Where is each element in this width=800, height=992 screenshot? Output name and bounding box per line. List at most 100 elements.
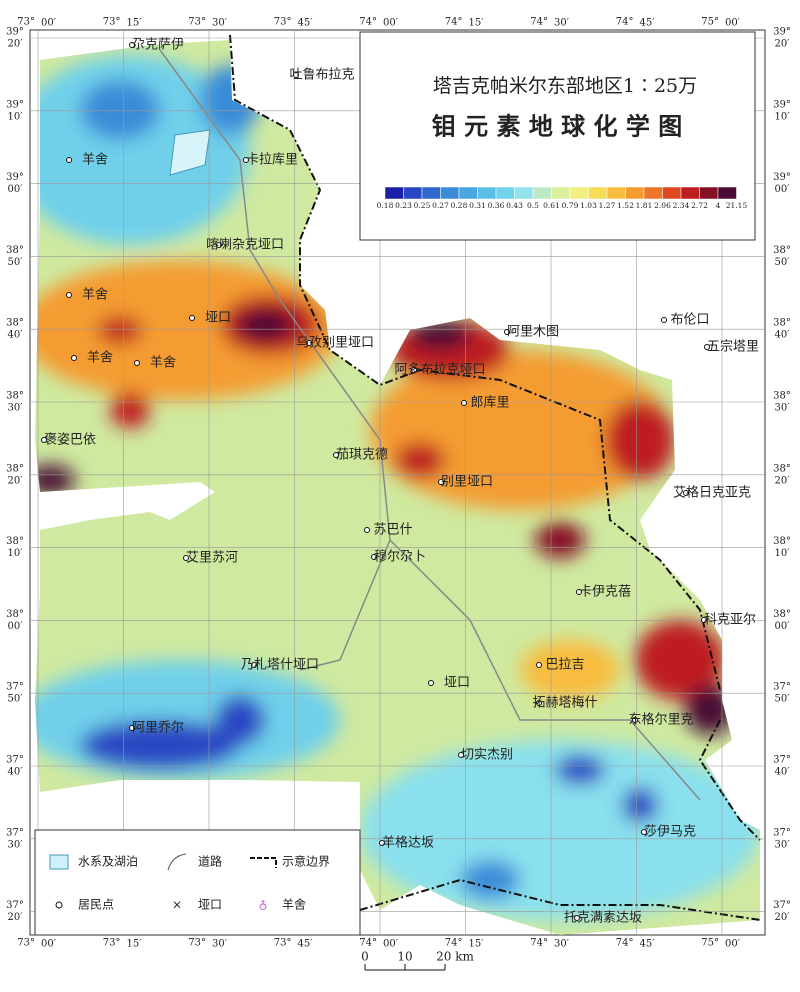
lon-label: 73° <box>188 17 206 28</box>
border <box>359 878 761 921</box>
lat-label: 20′ <box>8 912 24 923</box>
lon-label: 30′ <box>554 18 570 29</box>
scale-label: 1.52 <box>617 201 634 210</box>
lat-label: 38° <box>773 536 791 547</box>
place-name: 羊舍 <box>87 350 113 366</box>
lon-label: 30′ <box>212 18 228 29</box>
scale-label: 0.43 <box>506 201 523 210</box>
place-name: 羊舍 <box>82 152 108 168</box>
road <box>159 49 701 801</box>
scale-label: 0.27 <box>432 201 449 210</box>
lat-label: 10′ <box>775 111 791 122</box>
place-name: 拓赫塔梅什 <box>532 696 597 711</box>
settlement <box>243 157 249 163</box>
lon-label: 00′ <box>725 939 741 950</box>
settlement <box>574 915 580 921</box>
lat-label: 39° <box>773 27 791 38</box>
settlement <box>364 527 370 533</box>
settlement <box>504 329 510 335</box>
place-name: 阿里乔尔 <box>132 721 184 736</box>
lat-label: 38° <box>6 318 24 329</box>
place-name: 艾格日克亚克 <box>673 485 751 501</box>
lat-label: 00′ <box>8 184 24 195</box>
lat-label: 00′ <box>775 184 791 195</box>
settlement <box>129 725 135 731</box>
lat-label: 37° <box>773 682 791 693</box>
lat-label: 38° <box>773 463 791 474</box>
scale-label: 1.81 <box>636 201 653 210</box>
lat-label: 38° <box>6 391 24 402</box>
scale-label: 0.23 <box>395 201 412 210</box>
scale-swatch <box>680 186 700 200</box>
lat-label: 39° <box>6 27 24 38</box>
lon-label: 73° <box>103 17 121 28</box>
settlement <box>379 840 385 846</box>
scale-bar-label: 10 <box>397 950 412 964</box>
scale-swatch <box>403 186 423 200</box>
lat-label: 50′ <box>775 257 791 268</box>
scale-swatch <box>606 186 626 200</box>
settlement <box>461 400 467 406</box>
place-name: 科克亚尔 <box>704 613 756 628</box>
lat-label: 37° <box>6 827 24 838</box>
settlement <box>411 367 417 373</box>
scale-swatch <box>569 186 589 200</box>
title-box <box>359 31 756 241</box>
legend-icon <box>167 853 187 871</box>
scale-swatch <box>625 186 645 200</box>
scale-bar-label: 20 km <box>436 950 474 964</box>
scale-label: 21.15 <box>726 201 748 210</box>
legend-icon: × <box>172 898 182 912</box>
lat-label: 38° <box>6 536 24 547</box>
lon-label: 74° <box>445 17 463 28</box>
lon-label: 73° <box>274 938 292 949</box>
lon-label: 74° <box>530 938 548 949</box>
lon-label: 45′ <box>640 18 656 29</box>
lon-label: 45′ <box>640 939 656 950</box>
title: 钼 元 素 地 球 化 学 图 <box>432 112 683 141</box>
lon-label: 74° <box>616 17 634 28</box>
settlement <box>438 479 444 485</box>
lon-label: 73° <box>103 938 121 949</box>
scale-swatch <box>514 186 534 200</box>
lake <box>169 129 211 176</box>
settlement <box>576 589 582 595</box>
lat-label: 30′ <box>8 839 24 850</box>
scale-label: 0.18 <box>377 201 394 210</box>
lon-label: 15′ <box>127 18 143 29</box>
lat-label: 30′ <box>775 403 791 414</box>
settlement <box>536 700 542 706</box>
place-name: 巴拉吉 <box>545 658 584 673</box>
place-name: 羊舍 <box>82 287 108 303</box>
lat-label: 37° <box>773 827 791 838</box>
lat-label: 39° <box>773 99 791 110</box>
lon-label: 74° <box>359 938 377 949</box>
lon-label: 00′ <box>725 18 741 29</box>
scale-label: 0.31 <box>469 201 486 210</box>
place-name: 阿多布拉克垭口 <box>394 362 485 378</box>
place-name: 布伦口 <box>670 313 709 328</box>
scale-swatch <box>643 186 663 200</box>
lat-label: 40′ <box>775 330 791 341</box>
lat-label: 38° <box>773 245 791 256</box>
lat-label: 39° <box>6 172 24 183</box>
place-name: 穆尔尕卜 <box>374 550 426 565</box>
scale-label: 2.06 <box>654 201 671 210</box>
lat-label: 10′ <box>8 111 24 122</box>
place-name: 茄琪克德 <box>336 448 388 463</box>
legend-label: 羊舍 <box>282 897 306 912</box>
lon-label: 00′ <box>383 939 399 950</box>
scale-label: 2.72 <box>691 201 708 210</box>
lon-label: 45′ <box>298 18 314 29</box>
place-name: 喀喇杂克垭口 <box>206 237 284 253</box>
legend-icon <box>55 901 63 909</box>
place-name: 乃札塔什垭口 <box>241 658 319 673</box>
lat-label: 10′ <box>775 548 791 559</box>
lat-label: 37° <box>773 755 791 766</box>
place-name: 切实杰别 <box>461 748 513 763</box>
place-name: 垭口 <box>444 676 470 691</box>
legend-label: 示意边界 <box>282 854 330 869</box>
lat-label: 38° <box>6 609 24 620</box>
lon-label: 74° <box>445 938 463 949</box>
scale-label: 1.27 <box>599 201 616 210</box>
